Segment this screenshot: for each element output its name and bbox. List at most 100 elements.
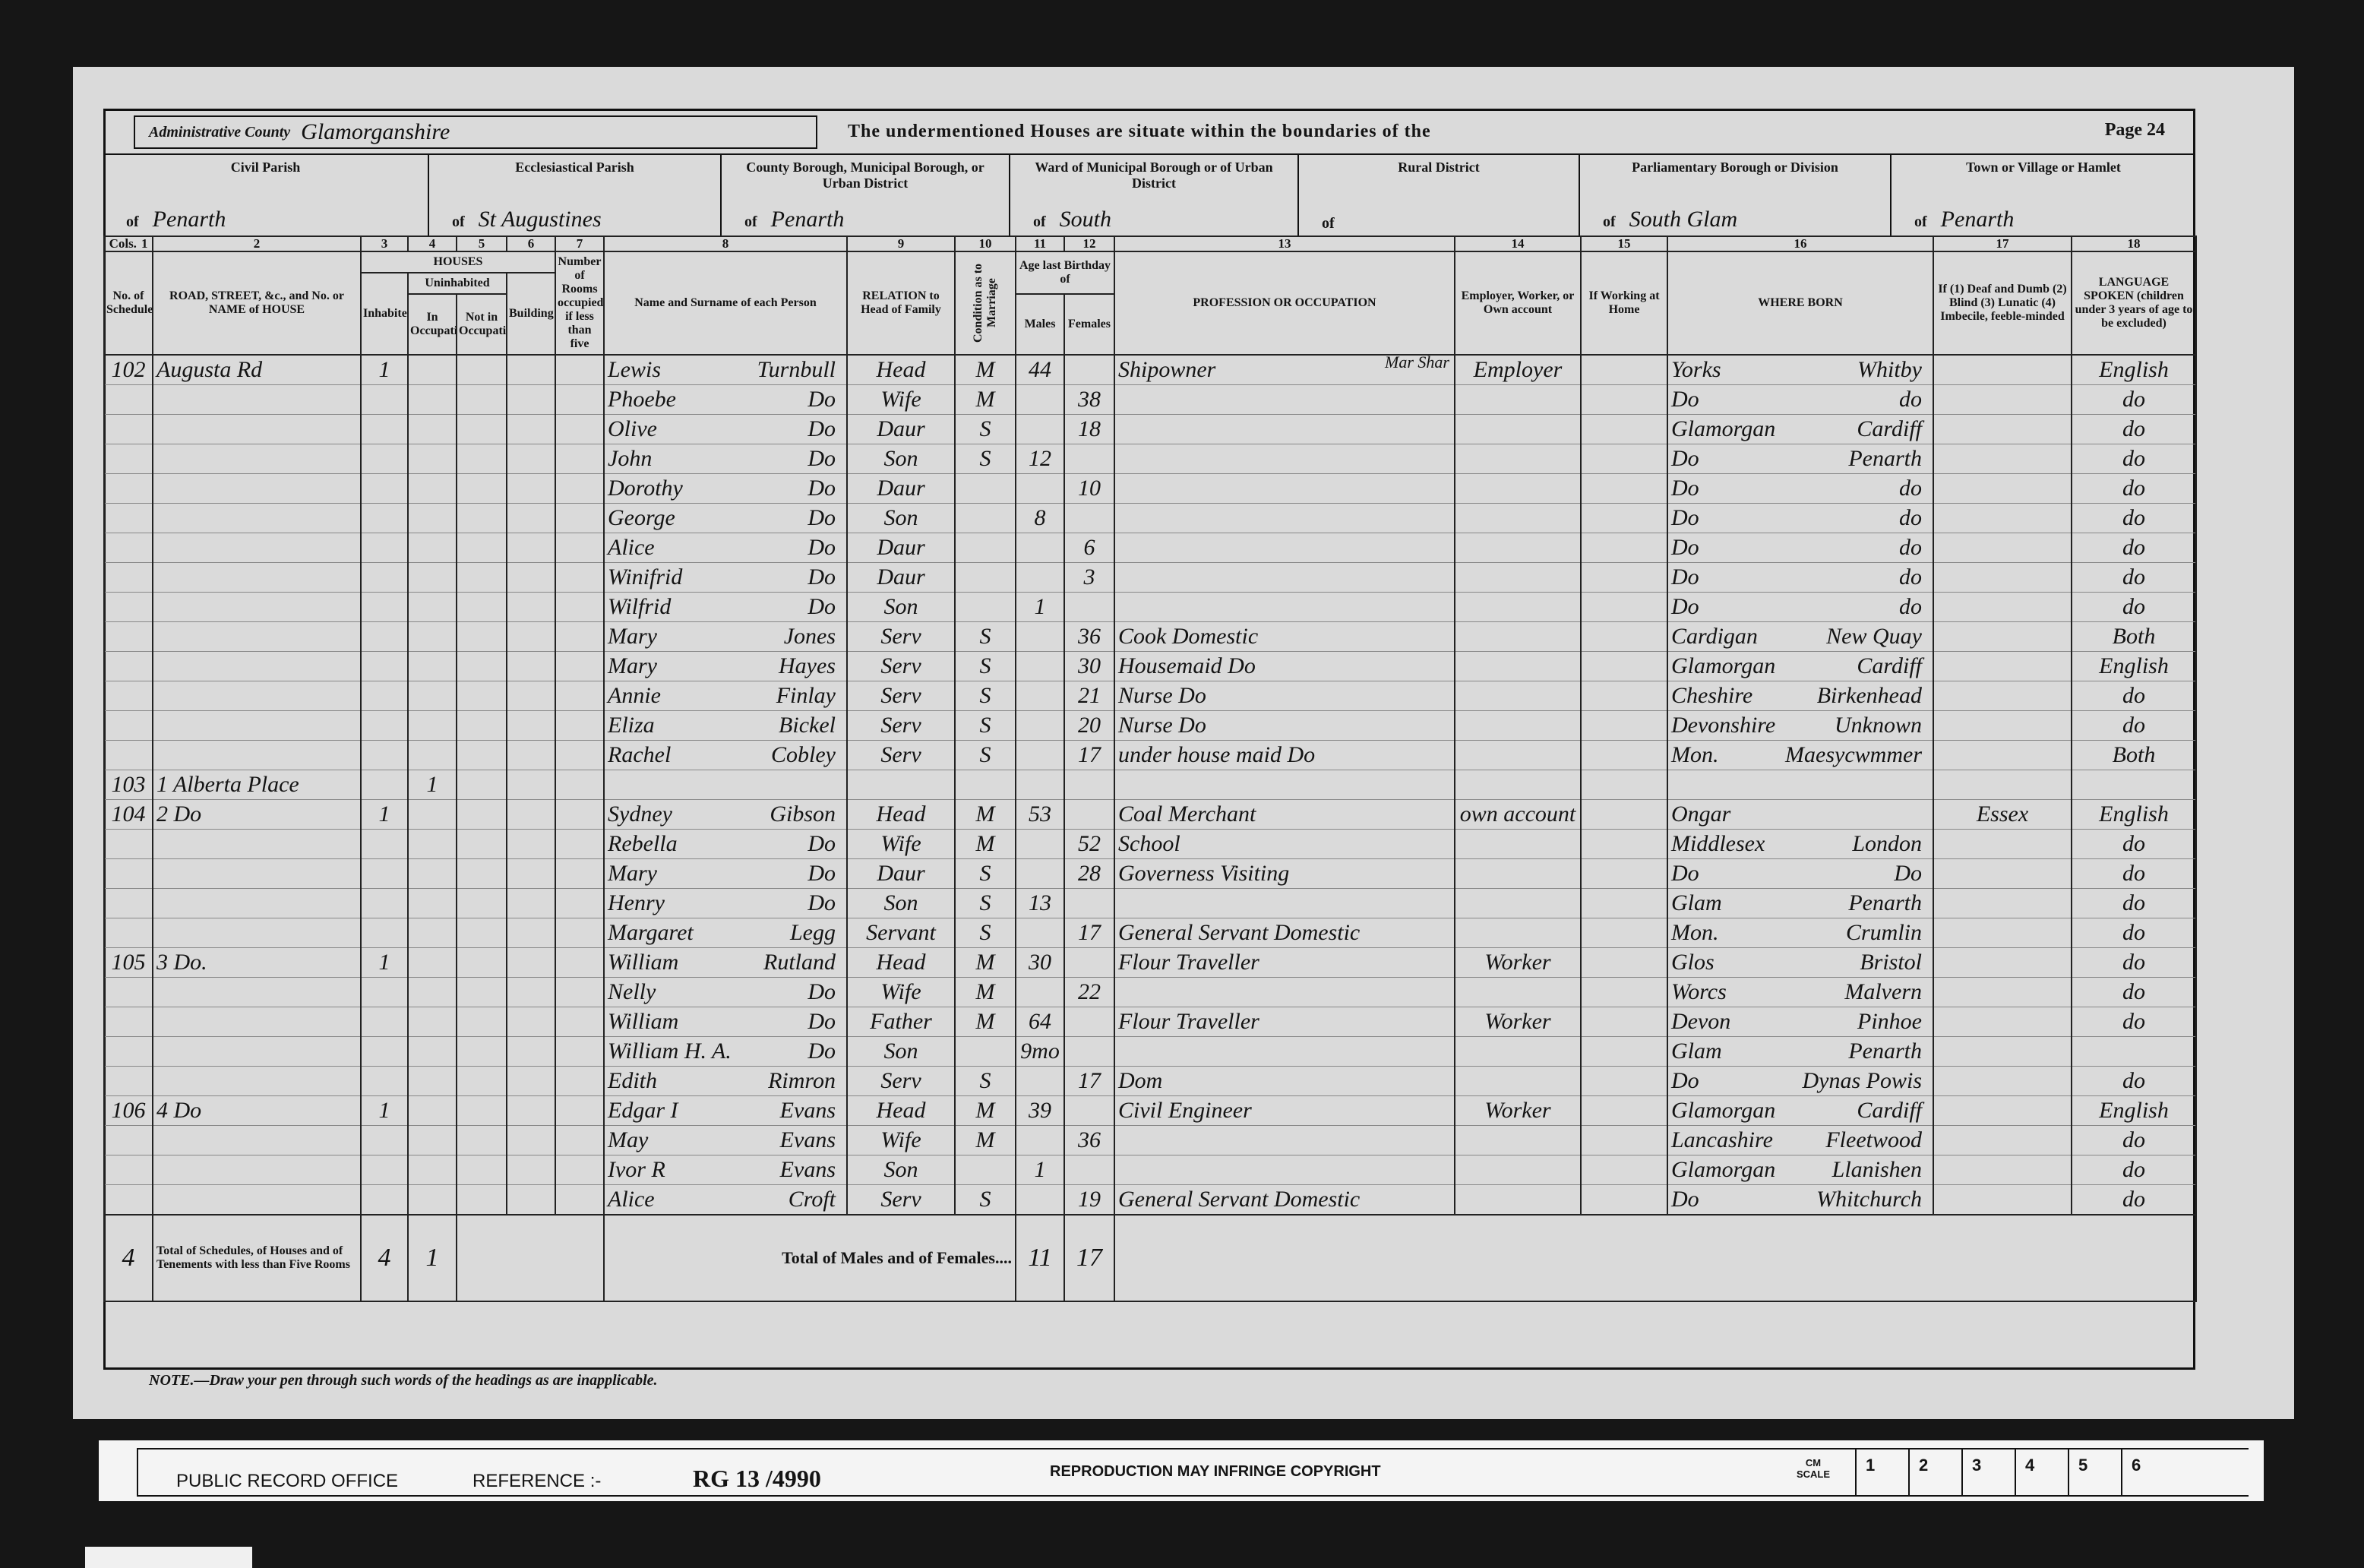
age-female-cell: 17 [1063, 1066, 1115, 1096]
language-cell: do [2071, 1155, 2197, 1185]
birthplace-part: Glam [1671, 1038, 1722, 1064]
note: NOTE.—Draw your pen through such words o… [149, 1372, 658, 1389]
district-value: South [1059, 207, 1112, 232]
occupation: Nurse Do [1118, 683, 1206, 708]
uninhabited-occupied-cell [407, 947, 457, 978]
condition: M [975, 950, 995, 975]
person-row: William H. A. Do Son 9mo Glam Penarth [103, 1036, 2197, 1067]
language-cell: do [2071, 414, 2197, 444]
birthplace-part: Do [1671, 594, 1699, 619]
infirmity-cell [1933, 562, 2072, 593]
inhabited-cell [360, 384, 409, 415]
infirmity-cell [1933, 829, 2072, 859]
person-row: Annie Finlay Serv S 21 Nurse Do Cheshire Birken… [103, 681, 2197, 711]
relation-cell: Daur [846, 858, 956, 889]
birthplace-pair: Do Do [1671, 861, 1929, 887]
name-cell: Nelly Do [603, 977, 848, 1007]
relation-cell: Son [846, 888, 956, 918]
name-cell: Edith Rimron [603, 1066, 848, 1096]
address-cell: 2 Do [152, 799, 362, 830]
address-cell [152, 888, 362, 918]
condition: S [979, 861, 991, 886]
rooms-cell [555, 1095, 605, 1126]
language-cell: do [2071, 710, 2197, 741]
language-cell: do [2071, 562, 2197, 593]
column-number-cell: 8 [603, 236, 848, 252]
age-female: 10 [1078, 476, 1101, 501]
column-number-cell: 9 [846, 236, 956, 252]
age-female-cell: 22 [1063, 977, 1115, 1007]
name-part: Phoebe [608, 387, 676, 412]
uninhabited-occupied-cell [407, 799, 457, 830]
at-home-cell [1580, 1066, 1668, 1096]
condition: S [979, 890, 991, 915]
occupation: General Servant Domestic [1118, 920, 1361, 945]
language: do [2122, 1009, 2145, 1034]
uninhabited-unoccupied-cell [456, 1066, 507, 1096]
occupation-cell [1114, 473, 1455, 504]
employment-cell [1454, 858, 1582, 889]
column-heading: RELATION to Head of Family [846, 251, 956, 356]
condition: S [979, 683, 991, 708]
age-female-cell: 38 [1063, 384, 1115, 415]
relation-cell: Wife [846, 1125, 956, 1155]
name-cell: Wilfrid Do [603, 592, 848, 622]
name-part: Rimron [768, 1068, 836, 1093]
inhabited-cell [360, 1066, 409, 1096]
column-number-cell: 3 [360, 236, 409, 252]
birthplace-part: Do [1671, 564, 1699, 590]
inhabited-cell [360, 592, 409, 622]
inhabited-cell [360, 1184, 409, 1216]
condition: M [975, 1098, 995, 1123]
age-female-cell [1063, 1036, 1115, 1067]
age-male-cell [1015, 384, 1065, 415]
name-part: Bickel [779, 713, 836, 738]
total-inhabited: 4 [360, 1214, 409, 1302]
relation: Daur [877, 861, 925, 886]
age-female: 17 [1078, 1068, 1101, 1093]
district-prefix: of [126, 213, 139, 230]
person-row: Wilfrid Do Son 1 Do do do [103, 592, 2197, 622]
language: do [2122, 446, 2145, 471]
relation: Head [876, 801, 926, 827]
at-home-cell [1580, 562, 1668, 593]
uninhabited-unoccupied-cell [456, 710, 507, 741]
schedule: 102 [111, 357, 146, 382]
name-part: Nelly [608, 979, 656, 1004]
relation: Son [883, 1157, 918, 1182]
birthplace-cell: Worcs Malvern [1667, 977, 1934, 1007]
schedule-cell [103, 710, 153, 741]
condition: M [975, 387, 995, 412]
condition-cell: S [954, 858, 1016, 889]
age-male-cell [1015, 858, 1065, 889]
condition-cell: S [954, 918, 1016, 948]
building-cell [506, 1036, 556, 1067]
occupation: Flour Traveller [1118, 1009, 1259, 1034]
column-heading: Building [506, 272, 556, 356]
relation-cell: Daur [846, 533, 956, 563]
occupation-cell: General Servant Domestic [1114, 918, 1455, 948]
uninhabited-unoccupied-cell [456, 414, 507, 444]
age-male: 1 [1034, 1157, 1046, 1182]
persons-label: Total of Males and of Females.... [603, 1214, 1016, 1302]
birthplace-cell: Glam Penarth [1667, 888, 1934, 918]
schedule-cell [103, 1066, 153, 1096]
person-row: William Do Father M 64 Flour Traveller Worker D… [103, 1007, 2197, 1037]
age-female: 20 [1078, 713, 1101, 738]
name-part: Olive [608, 416, 657, 441]
inhabited-cell [360, 977, 409, 1007]
column-number: 1 [141, 236, 148, 251]
infirmity-cell [1933, 354, 2072, 385]
birthplace-pair: Mon. Crumlin [1671, 920, 1929, 946]
language-cell: do [2071, 473, 2197, 504]
name-pair: May Evans [608, 1127, 843, 1153]
birthplace-cell: Do do [1667, 562, 1934, 593]
age-female-cell [1063, 354, 1115, 385]
relation: Wife [880, 979, 921, 1004]
birthplace-cell: Mon. Maesycwmmer [1667, 740, 1934, 770]
person-row: George Do Son 8 Do do do [103, 503, 2197, 533]
address: Augusta Rd [156, 357, 263, 382]
birthplace-part: Fleetwood [1825, 1127, 1922, 1152]
language-cell: do [2071, 858, 2197, 889]
language: do [2122, 564, 2145, 590]
